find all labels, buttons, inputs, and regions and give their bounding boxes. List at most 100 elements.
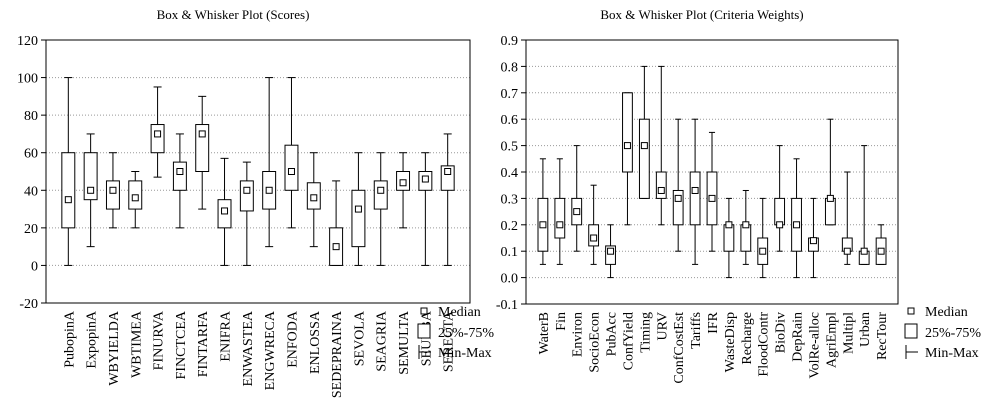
box-ENWASTEA [239,161,254,266]
x-tick-label: AgriEmpl [824,312,839,368]
y-tick-label: 100 [17,72,38,87]
box-ENGWRECA [262,77,277,248]
x-tick-label: SEVOLA [352,310,367,366]
iqr-box [373,180,388,210]
criteria-weights-chart: Box & Whisker Plot (Criteria Weights) -0.… [496,7,981,384]
box-Tariffs [689,118,701,265]
y-tick-label: 120 [17,34,38,49]
box-WBYIELDA [105,152,120,229]
x-tick-label: Multipl [841,312,856,354]
legend-label: 25%-75% [925,326,981,341]
median-marker [332,243,340,251]
box-DepRain [791,158,802,279]
box-Fin [554,158,566,265]
x-tick-label: WBTIMEA [129,310,144,378]
box-FINCTCEA [172,133,187,229]
median-marker [176,168,184,175]
median-marker [860,247,868,255]
median-marker [742,221,750,229]
iqr-box [723,224,735,252]
scores-chart: Box & Whisker Plot (Scores) -20 0 20 40 60 80 1… [17,7,494,398]
y-tick-label: 60 [24,147,38,162]
legend-label: Median [925,305,968,320]
legend-box-icon [417,323,431,339]
y-tick-label: 0.1 [501,245,519,260]
iqr-box [105,180,120,210]
x-tick-label: Recharge [740,312,755,365]
iqr-box [284,144,299,191]
iqr-box [605,245,616,265]
median-marker [287,168,295,175]
legend-median-icon [420,307,428,315]
y-tick-label: 0.9 [501,34,519,49]
median-marker [776,221,784,229]
legend-box-icon [904,323,918,339]
legend-label: Min-Max [925,346,979,361]
x-tick-label: SERECTA [442,310,457,372]
x-tick-label: Timing [638,312,653,353]
y-tick-label: -0.1 [496,298,518,313]
median-marker [674,194,682,202]
box-IFR [706,131,718,252]
x-tick-label: FINURVA [152,310,167,370]
y-tick-label: 0 [31,259,38,274]
box-SEMULTA [396,152,411,229]
y-tick-label: 0.3 [501,192,519,207]
iqr-box [150,124,165,154]
median-marker [573,208,581,216]
x-tick-label: SEMULTA [397,310,412,375]
x-tick-label: PubopinA [62,310,77,368]
median-marker [640,142,648,150]
x-tick-label: WaterB [537,312,552,354]
legend-label: Median [438,305,481,320]
median-marker [793,221,801,229]
iqr-box [239,180,254,212]
y-tick-label: 0.8 [501,60,519,75]
median-marker [243,186,251,194]
box-FINURVA [150,86,165,178]
x-tick-label: Urban [858,312,873,347]
x-tick-label: Environ [571,312,586,357]
x-tick-label: Tariffs [689,312,704,349]
x-tick-label: FloodContr [757,312,772,377]
y-tick-label: 80 [24,109,38,124]
box-SEAGRIA [373,152,388,266]
y-tick-label: 0.0 [501,272,519,287]
box-Urban [858,145,870,265]
iqr-box [774,197,786,226]
median-marker [131,194,139,202]
box-URV [655,65,667,226]
median-marker [877,247,885,255]
box-ExpopinA [83,133,98,248]
x-tick-label: BioDiv [774,312,789,353]
median-marker [843,247,851,255]
median-marker [725,221,733,229]
y-tick-label: 20 [24,222,38,237]
x-tick-label: ENWASTEA [241,310,256,386]
median-marker [556,221,564,229]
median-marker [759,247,767,255]
box-ENLOSSA [306,152,321,248]
median-marker [444,168,452,175]
iqr-box [351,189,366,248]
median-marker [539,221,547,229]
legend: Median 25%-75% Min-Max [904,305,981,361]
iqr-box [689,171,701,226]
x-tick-label: SEDEPRAINA [330,310,345,398]
y-tick-label: 0.7 [501,87,519,102]
x-tick-label: ENLOSSA [308,310,323,374]
median-marker [809,237,817,245]
x-tick-label: RecTour [875,312,890,360]
median-marker [310,194,318,202]
x-tick-label: SEAGRIA [375,310,390,372]
iqr-box [61,152,76,229]
median-marker [221,207,229,215]
median-marker [399,179,407,187]
box-WaterB [537,158,549,265]
iqr-box [172,161,187,191]
box-SEDEPRAINA [329,180,344,266]
legend-median-icon [907,307,915,315]
iqr-box [824,197,836,226]
x-tick-label: WBYIELDA [107,310,122,386]
